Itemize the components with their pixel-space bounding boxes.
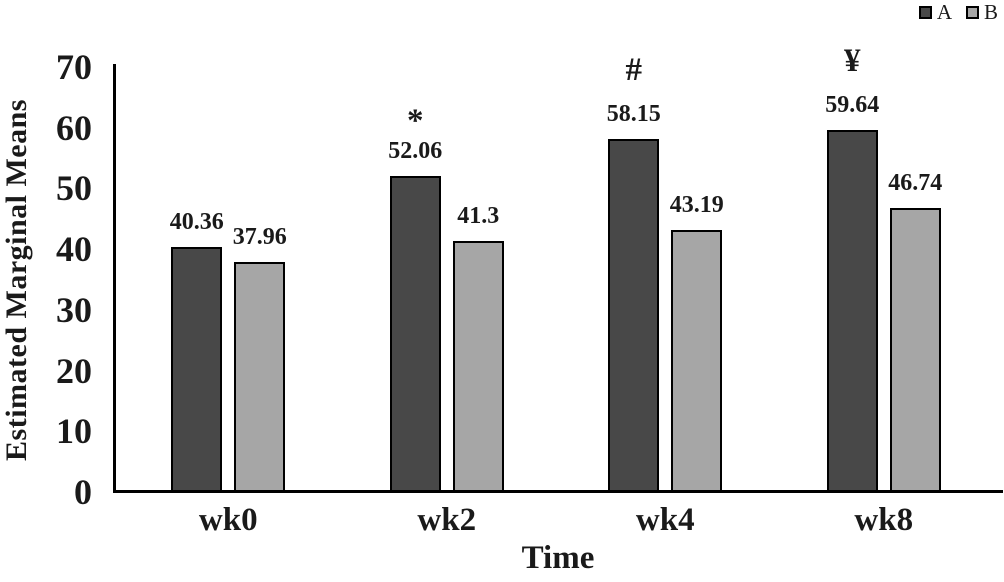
bar-B-wk4	[671, 229, 723, 492]
x-tick-label: wk2	[417, 502, 477, 538]
bar-value-label: 58.15	[606, 100, 661, 127]
bar-value-label: 52.06	[388, 137, 443, 164]
legend-label-b: B	[983, 0, 998, 24]
y-tick-label: 10	[56, 411, 92, 452]
x-axis-title: Time	[521, 540, 595, 576]
legend-label-a: A	[936, 0, 952, 24]
y-tick-label: 40	[56, 229, 92, 270]
x-tick-label: wk0	[198, 502, 258, 538]
bar-A-wk2	[389, 175, 441, 492]
bar-value-label: 43.19	[669, 191, 724, 218]
y-tick-label: 50	[56, 168, 92, 209]
bar-A-wk8	[826, 129, 878, 492]
y-tick-label: 60	[56, 107, 92, 148]
y-tick-label: 0	[74, 472, 92, 512]
bar-B-wk8	[889, 208, 941, 492]
x-tick-label: wk8	[854, 502, 914, 538]
y-tick-label: 20	[56, 350, 92, 391]
legend-item-b: B	[965, 0, 998, 24]
significance-annotation: #	[625, 51, 643, 88]
bar-value-label: 41.3	[457, 203, 500, 230]
y-tick-label: 70	[56, 47, 92, 87]
bar-value-label: 40.36	[169, 208, 224, 235]
bar-A-wk4	[608, 138, 660, 492]
legend-swatch-b-icon	[965, 6, 979, 19]
bar-B-wk0	[234, 261, 286, 492]
y-axis-line	[113, 64, 116, 493]
legend-item-a: A	[918, 0, 952, 24]
legend: A B	[918, 0, 998, 24]
significance-annotation: *	[407, 102, 424, 139]
y-tick-label: 30	[56, 289, 92, 330]
legend-swatch-a-icon	[918, 6, 932, 19]
bar-value-label: 59.64	[825, 91, 880, 118]
bar-value-label: 46.74	[888, 170, 943, 197]
bar-value-label: 37.96	[232, 223, 287, 250]
x-tick-label: wk4	[635, 502, 695, 538]
bar-B-wk2	[452, 241, 504, 492]
significance-annotation: ¥	[844, 42, 861, 79]
bar-A-wk0	[171, 246, 223, 492]
x-axis-line	[113, 490, 1003, 493]
